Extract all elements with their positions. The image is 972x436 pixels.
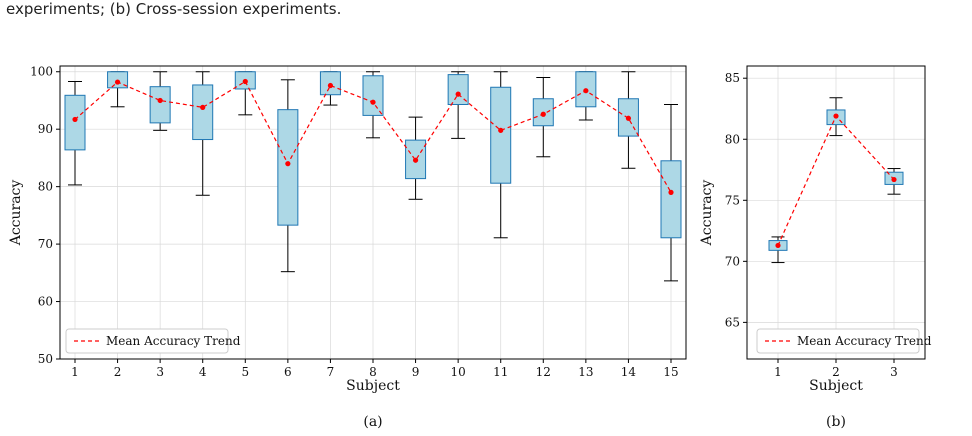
x-tick-label: 2 [114, 365, 122, 379]
y-tick-label: 60 [38, 295, 53, 309]
y-tick-label: 90 [38, 122, 53, 136]
mean-point-subject-13 [583, 88, 589, 94]
x-axis-label: Subject [346, 378, 400, 394]
mean-point-subject-3 [157, 97, 163, 104]
y-axis-label: Accuracy [8, 180, 24, 247]
box-iqr [490, 86, 512, 184]
y-tick-label: 80 [725, 132, 740, 146]
x-tick-label: 10 [451, 365, 466, 379]
x-tick-label: 9 [412, 365, 420, 379]
y-tick-label: 70 [725, 254, 740, 268]
legend-box [65, 328, 229, 354]
box-subject-4 [192, 71, 214, 196]
y-tick-label: 70 [38, 237, 53, 251]
mean-point-subject-11 [498, 127, 504, 133]
x-tick-label: 14 [621, 365, 637, 379]
legend: Mean Accuracy Trend [65, 328, 241, 354]
y-axis-label: Accuracy [699, 180, 715, 247]
x-tick-label: 2 [832, 365, 840, 379]
panel-label: (b) [826, 414, 846, 430]
y-tick-label: 85 [725, 71, 740, 85]
mean-point-subject-14 [625, 115, 632, 121]
mean-point-subject-12 [540, 111, 546, 117]
mean-point-subject-9 [412, 157, 419, 163]
mean-point-subject-7 [327, 82, 334, 89]
box-iqr [447, 74, 469, 105]
figure-caption-top: experiments; (b) Cross-session experimen… [6, 0, 342, 18]
legend: Mean Accuracy Trend [756, 328, 932, 354]
mean-point-subject-2 [114, 79, 121, 85]
x-tick-label: 1 [774, 365, 782, 379]
box-subject-11 [490, 71, 512, 239]
chart-panel-2: 65 70 75 80 85 1 2 3 Subject Accuracy Mean Accurac… [699, 65, 932, 430]
mean-point-subject-3 [891, 176, 897, 183]
x-tick-label: 8 [369, 365, 377, 379]
mean-point-subject-15 [668, 189, 674, 195]
box-subject-3 [149, 71, 171, 131]
box-iqr [277, 109, 299, 226]
panel-label: (a) [363, 414, 382, 430]
x-tick-label: 15 [663, 365, 678, 379]
mean-point-subject-8 [370, 99, 376, 105]
mean-point-subject-1 [72, 116, 78, 123]
legend-box [756, 328, 920, 354]
box-iqr [64, 94, 86, 151]
box-subject-15 [660, 103, 682, 282]
x-tick-label: 7 [327, 365, 335, 379]
x-tick-label: 11 [493, 365, 508, 379]
box-iqr [660, 160, 682, 239]
mean-point-subject-4 [200, 104, 206, 110]
box-subject-10 [447, 71, 469, 139]
x-axis-label: Subject [809, 378, 863, 394]
y-tick-label: 80 [38, 180, 53, 194]
legend-label: Mean Accuracy Trend [106, 334, 241, 348]
y-tick-label: 50 [38, 352, 53, 366]
box-subject-8 [362, 71, 384, 139]
mean-point-subject-2 [833, 113, 839, 119]
box-subject-1 [64, 81, 86, 186]
mean-point-subject-10 [455, 91, 461, 97]
mean-point-subject-1 [775, 242, 781, 249]
y-tick-label: 75 [725, 193, 740, 207]
mean-point-subject-6 [285, 161, 291, 167]
x-tick-label: 4 [199, 365, 207, 379]
legend-label: Mean Accuracy Trend [797, 334, 932, 348]
box-subject-6 [277, 79, 299, 273]
mean-point-subject-5 [242, 78, 248, 85]
box-iqr [362, 75, 384, 116]
y-tick-label: 65 [725, 315, 740, 329]
y-tick-label: 100 [30, 65, 53, 79]
box-iqr [149, 86, 171, 124]
x-tick-label: 1 [71, 365, 79, 379]
x-tick-label: 12 [536, 365, 551, 379]
x-tick-label: 5 [241, 365, 249, 379]
x-tick-label: 13 [578, 365, 593, 379]
x-tick-label: 3 [890, 365, 898, 379]
box-iqr [192, 84, 214, 141]
x-tick-label: 6 [284, 365, 292, 379]
x-tick-label: 3 [156, 365, 164, 379]
